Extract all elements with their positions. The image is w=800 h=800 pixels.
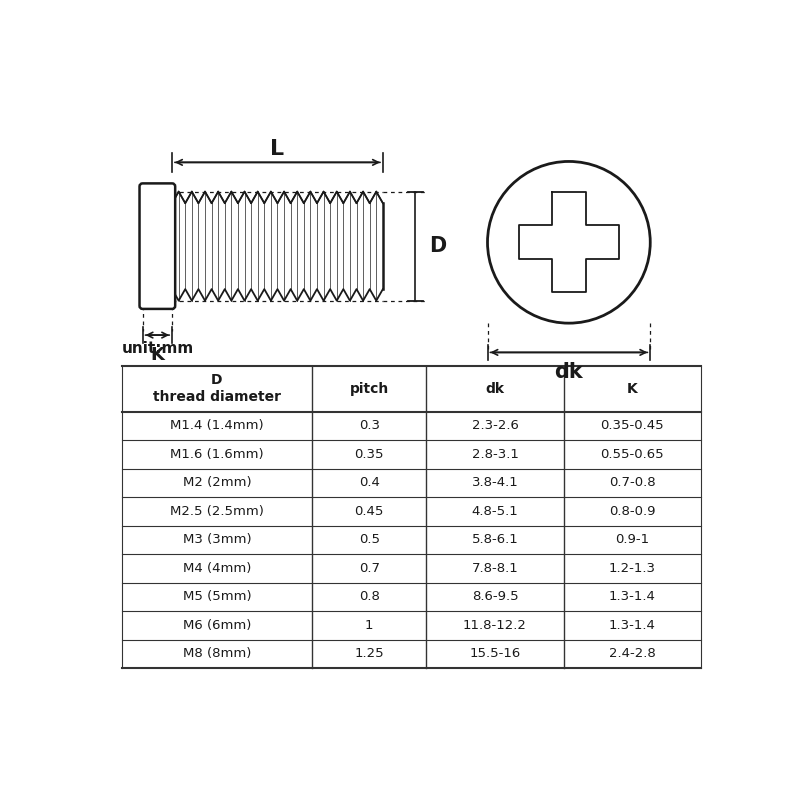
Text: 2.3-2.6: 2.3-2.6 bbox=[471, 419, 518, 433]
Text: M1.4 (1.4mm): M1.4 (1.4mm) bbox=[170, 419, 264, 433]
Text: D: D bbox=[430, 236, 446, 256]
FancyBboxPatch shape bbox=[139, 183, 175, 309]
Text: 0.35-0.45: 0.35-0.45 bbox=[600, 419, 664, 433]
Text: 1.25: 1.25 bbox=[354, 647, 384, 660]
Text: M2 (2mm): M2 (2mm) bbox=[182, 477, 251, 490]
Text: 2.4-2.8: 2.4-2.8 bbox=[609, 647, 655, 660]
Text: 0.8-0.9: 0.8-0.9 bbox=[609, 505, 655, 518]
Text: 1.3-1.4: 1.3-1.4 bbox=[609, 590, 655, 603]
Circle shape bbox=[487, 162, 650, 323]
Text: D
thread diameter: D thread diameter bbox=[153, 373, 281, 404]
Text: dk: dk bbox=[486, 382, 505, 395]
Bar bbox=[122, 366, 701, 668]
Text: 0.45: 0.45 bbox=[354, 505, 384, 518]
Text: 0.7-0.8: 0.7-0.8 bbox=[609, 477, 655, 490]
Text: 8.6-9.5: 8.6-9.5 bbox=[472, 590, 518, 603]
Text: 0.3: 0.3 bbox=[358, 419, 380, 433]
Text: 0.4: 0.4 bbox=[359, 477, 380, 490]
Text: 0.7: 0.7 bbox=[358, 562, 380, 575]
Text: 0.55-0.65: 0.55-0.65 bbox=[600, 448, 664, 461]
Text: M4 (4mm): M4 (4mm) bbox=[182, 562, 251, 575]
Text: K: K bbox=[626, 382, 638, 395]
Text: 1.3-1.4: 1.3-1.4 bbox=[609, 619, 655, 632]
Text: pitch: pitch bbox=[350, 382, 389, 395]
Text: M5 (5mm): M5 (5mm) bbox=[182, 590, 251, 603]
Text: 11.8-12.2: 11.8-12.2 bbox=[463, 619, 527, 632]
Text: 1: 1 bbox=[365, 619, 374, 632]
Text: M6 (6mm): M6 (6mm) bbox=[182, 619, 251, 632]
Text: 15.5-16: 15.5-16 bbox=[470, 647, 521, 660]
Text: M1.6 (1.6mm): M1.6 (1.6mm) bbox=[170, 448, 264, 461]
Text: dk: dk bbox=[554, 362, 583, 382]
Text: 4.8-5.1: 4.8-5.1 bbox=[471, 505, 518, 518]
Text: 3.8-4.1: 3.8-4.1 bbox=[471, 477, 518, 490]
Text: 0.35: 0.35 bbox=[354, 448, 384, 461]
Text: M2.5 (2.5mm): M2.5 (2.5mm) bbox=[170, 505, 264, 518]
Text: M3 (3mm): M3 (3mm) bbox=[182, 534, 251, 546]
Text: 0.9-1: 0.9-1 bbox=[615, 534, 649, 546]
Text: 7.8-8.1: 7.8-8.1 bbox=[471, 562, 518, 575]
Text: unit:mm: unit:mm bbox=[122, 342, 194, 356]
Text: M8 (8mm): M8 (8mm) bbox=[182, 647, 251, 660]
Text: 0.8: 0.8 bbox=[359, 590, 380, 603]
Text: 2.8-3.1: 2.8-3.1 bbox=[471, 448, 518, 461]
Text: 5.8-6.1: 5.8-6.1 bbox=[471, 534, 518, 546]
Text: 1.2-1.3: 1.2-1.3 bbox=[609, 562, 655, 575]
Text: K: K bbox=[150, 346, 164, 364]
Text: 0.5: 0.5 bbox=[358, 534, 380, 546]
Text: L: L bbox=[270, 138, 285, 158]
